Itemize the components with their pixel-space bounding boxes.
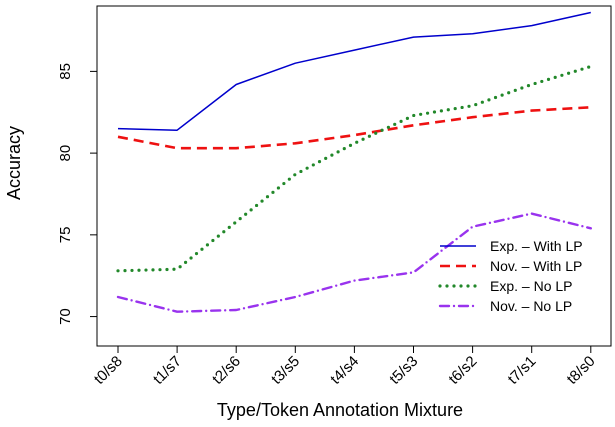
x-axis-title: Type/Token Annotation Mixture <box>217 400 463 420</box>
x-tick-label: t0/s8 <box>91 353 126 388</box>
y-axis-title: Accuracy <box>4 126 24 200</box>
x-tick-label: t4/s4 <box>327 353 362 388</box>
y-tick-label: 80 <box>57 145 74 162</box>
series-line-1 <box>117 11 591 131</box>
series-line-2 <box>117 106 591 150</box>
x-axis: t0/s8 t1/s7 t2/s6 t3/s5 t4/s4 t5/s3 t6/s2 t7/s1… <box>91 346 599 388</box>
legend-label-2: Nov. – With LP <box>490 258 582 274</box>
x-tick-label: t2/s6 <box>209 353 244 388</box>
plot-frame <box>96 5 612 347</box>
series-line-4 <box>116 212 592 313</box>
series-line-3 <box>116 64 593 273</box>
x-tick-label: t8/s0 <box>564 353 599 388</box>
y-tick-label: 70 <box>57 308 74 325</box>
x-tick-label: t6/s2 <box>445 353 480 388</box>
legend-label-1: Exp. – With LP <box>490 238 583 254</box>
legend-label-4: Nov. – No LP <box>490 298 572 314</box>
x-tick-label: t5/s3 <box>386 353 421 388</box>
x-tick-label: t1/s7 <box>150 353 185 388</box>
y-axis: 70 75 80 85 <box>57 63 97 325</box>
legend: Exp. – With LP Nov. – With LP Exp. – No LP… <box>438 238 583 314</box>
y-tick-label: 75 <box>57 227 74 244</box>
x-tick-label: t7/s1 <box>505 353 540 388</box>
legend-label-3: Exp. – No LP <box>490 278 573 294</box>
y-tick-label: 85 <box>57 63 74 80</box>
series-layer <box>116 11 593 313</box>
x-tick-label: t3/s5 <box>268 353 303 388</box>
